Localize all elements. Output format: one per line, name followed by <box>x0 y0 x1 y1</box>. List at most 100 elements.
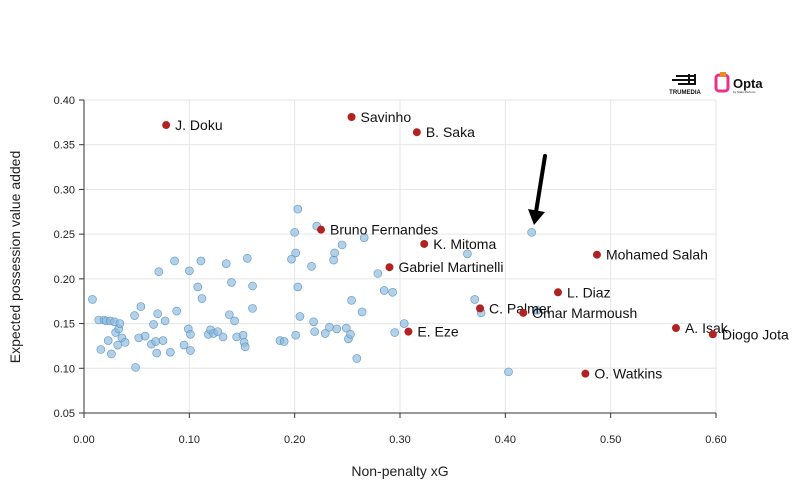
highlighted-player-point <box>708 330 717 339</box>
y-tick-label: 0.25 <box>54 229 75 241</box>
player-point <box>341 323 351 333</box>
highlighted-player-point <box>162 121 171 130</box>
y-axis-title: Expected possession value added <box>7 151 23 363</box>
highlighted-player-point <box>412 128 421 137</box>
player-point <box>325 322 334 332</box>
other-players-points <box>88 204 542 377</box>
y-tick-label: 0.35 <box>54 140 75 152</box>
player-label: C. Palmer <box>489 300 552 316</box>
opta-subtitle: by Stats Perform <box>733 90 756 94</box>
player-point <box>186 330 195 339</box>
highlighted-player-point <box>581 369 590 378</box>
y-tick-label: 0.40 <box>54 95 75 107</box>
grid <box>83 99 717 414</box>
highlighted-player-point <box>671 324 680 333</box>
player-point <box>248 304 257 313</box>
player-point <box>151 337 160 346</box>
player-point <box>470 295 480 304</box>
player-point <box>293 282 303 292</box>
player-point <box>153 309 163 319</box>
player-point <box>290 228 299 237</box>
player-label: Diogo Jota <box>722 326 789 342</box>
player-label: B. Saka <box>426 124 475 140</box>
player-point <box>218 332 228 342</box>
opta-logo: Opta by Stats Perform <box>714 72 763 94</box>
player-point <box>347 296 356 305</box>
player-point <box>330 248 339 258</box>
player-point <box>295 312 305 321</box>
player-label: Mohamed Salah <box>606 247 708 263</box>
player-point <box>154 267 164 277</box>
x-axis-title: Non-penalty xG <box>351 463 448 479</box>
highlighted-player-point <box>519 308 528 317</box>
x-tick-label: 0.50 <box>600 434 621 446</box>
highlighted-player-point <box>317 225 325 234</box>
player-point <box>287 254 296 264</box>
player-point <box>225 310 234 319</box>
player-point <box>96 345 106 354</box>
trumedia-mark-icon <box>672 74 696 85</box>
highlighted-player-point <box>592 250 601 259</box>
player-point <box>115 319 125 328</box>
player-point <box>279 337 289 346</box>
player-point <box>221 259 231 268</box>
trumedia-wordmark: TRUMEDIA <box>669 90 701 96</box>
player-point <box>329 255 338 265</box>
player-point <box>238 330 248 340</box>
y-tick-label: 0.10 <box>54 363 75 375</box>
player-label: Savinho <box>361 109 412 125</box>
player-point <box>136 302 146 311</box>
player-point <box>172 306 181 316</box>
player-label: K. Mitoma <box>433 236 496 252</box>
player-point <box>504 367 513 377</box>
player-point <box>532 305 542 315</box>
axes: 0.05 0.10 0.15 0.20 0.25 0.30 0.35 0.40 0.00 0.10… <box>54 95 727 446</box>
player-point <box>107 349 116 359</box>
player-point <box>193 282 203 292</box>
x-tick-label: 0.30 <box>389 434 410 446</box>
player-point <box>291 248 301 258</box>
player-point <box>140 331 150 341</box>
player-label: Omar Marmoush <box>532 305 637 321</box>
y-tick-label: 0.15 <box>54 319 75 331</box>
y-tick-label: 0.05 <box>54 408 75 420</box>
highlighted-player-point <box>347 112 356 121</box>
player-point <box>373 269 383 278</box>
player-point <box>352 354 362 363</box>
player-point <box>332 324 342 334</box>
player-point <box>359 233 369 243</box>
player-point <box>310 327 319 336</box>
player-point <box>337 240 347 250</box>
annotation-arrow <box>528 154 547 225</box>
player-point <box>160 316 170 326</box>
player-point <box>196 256 206 266</box>
x-tick-label: 0.40 <box>495 434 516 446</box>
highlighted-player-point <box>476 304 485 313</box>
player-point <box>186 346 195 355</box>
highlighted-player-point <box>420 239 429 248</box>
player-label: Gabriel Martinelli <box>398 259 503 275</box>
player-point <box>307 262 316 271</box>
player-label: A. Isak <box>685 320 729 336</box>
player-point <box>103 336 113 345</box>
player-label: E. Eze <box>417 324 458 340</box>
player-point <box>120 338 130 347</box>
player-point <box>170 256 179 266</box>
x-tick-label: 0.10 <box>179 434 200 446</box>
player-point <box>230 316 239 326</box>
x-tick-label: 0.20 <box>284 434 305 446</box>
player-point <box>293 204 303 214</box>
player-point <box>130 311 139 320</box>
player-point <box>309 317 318 327</box>
player-point <box>213 327 223 336</box>
y-tick-label: 0.30 <box>54 184 75 196</box>
player-point <box>179 340 189 350</box>
player-point <box>357 307 367 317</box>
player-label: J. Doku <box>175 117 222 133</box>
player-point <box>320 329 330 338</box>
player-point <box>88 295 97 304</box>
player-point <box>113 340 123 350</box>
player-point <box>379 286 389 295</box>
